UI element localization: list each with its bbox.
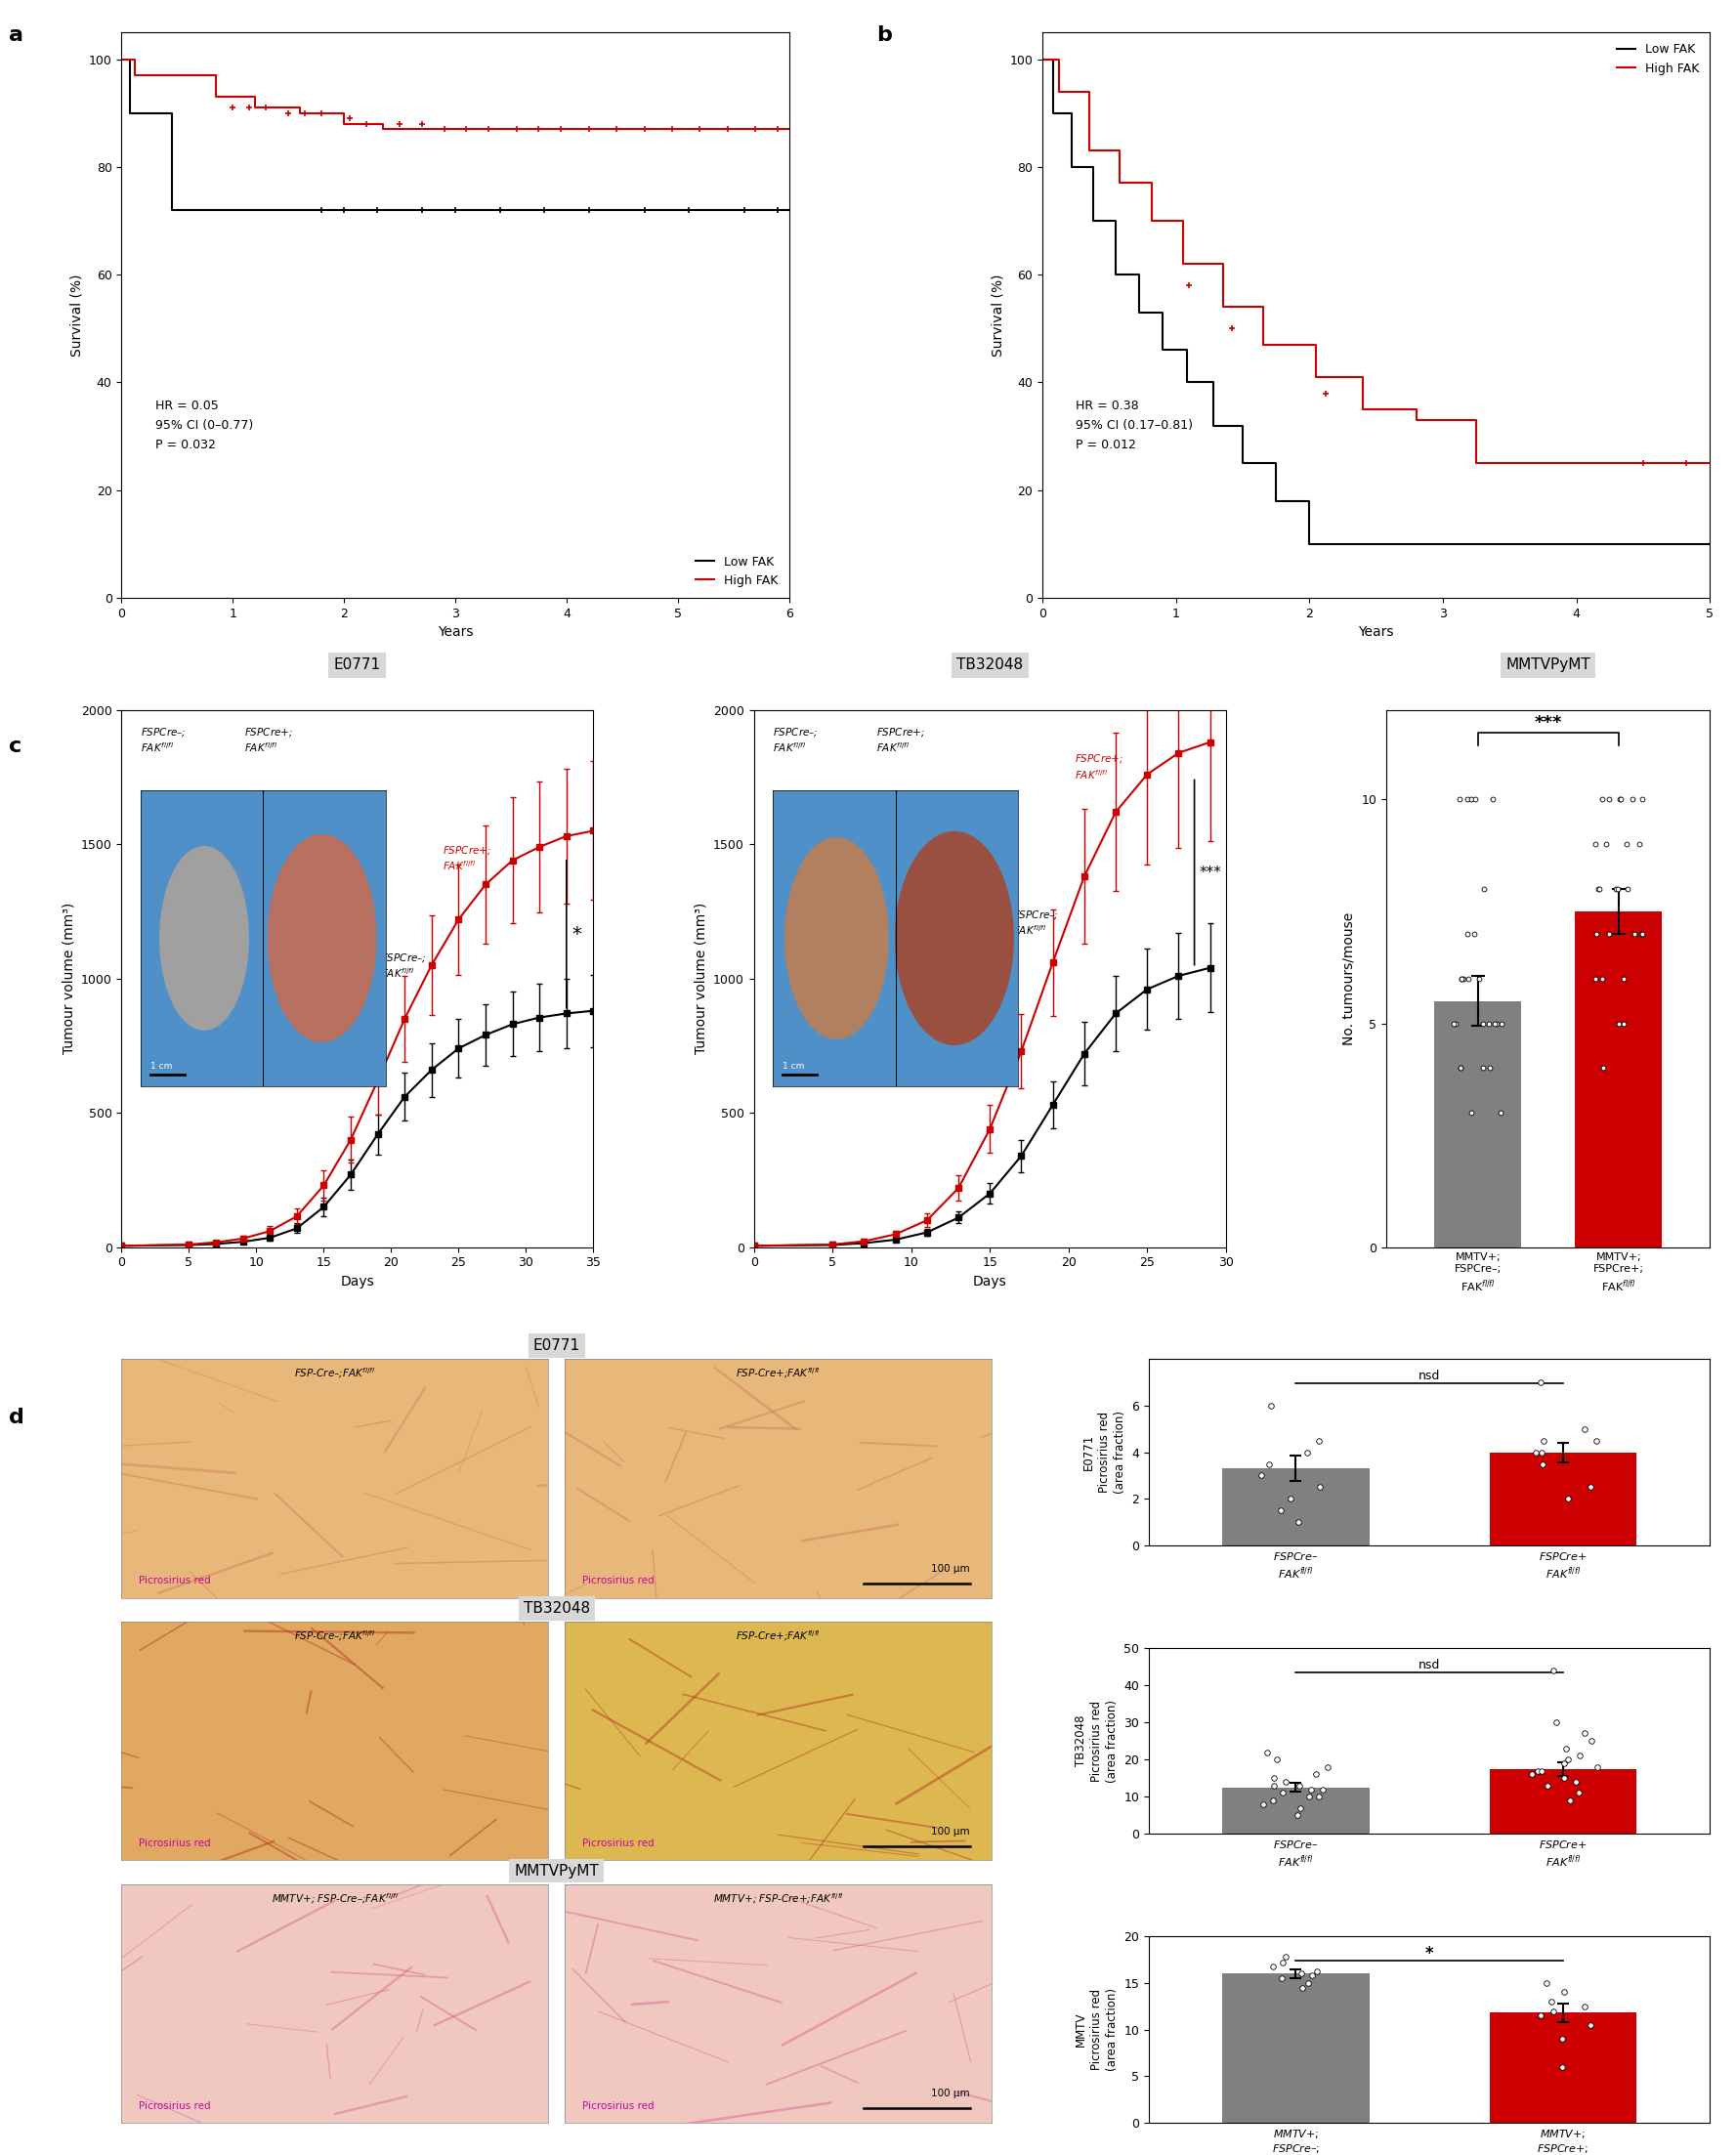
Bar xyxy=(1489,1769,1637,1834)
Y-axis label: E0771
Picrosirius red
(area fraction): E0771 Picrosirius red (area fraction) xyxy=(1082,1412,1127,1493)
Text: nsd: nsd xyxy=(1418,1371,1441,1384)
Text: $FSPCre$+;
$FAK^{fl/fl}$: $FSPCre$+; $FAK^{fl/fl}$ xyxy=(443,845,491,873)
Text: c: c xyxy=(9,737,21,756)
Text: 100 μm: 100 μm xyxy=(930,1827,970,1836)
Text: Picrosirius red: Picrosirius red xyxy=(139,1575,210,1586)
Y-axis label: Tumour volume (mm³): Tumour volume (mm³) xyxy=(694,903,708,1054)
Text: $FSPCre$+;
$FAK^{fl/fl}$: $FSPCre$+; $FAK^{fl/fl}$ xyxy=(877,726,925,754)
Text: $FSPCre$–;
$FAK^{fl/fl}$: $FSPCre$–; $FAK^{fl/fl}$ xyxy=(382,953,427,981)
Text: b: b xyxy=(877,26,892,45)
X-axis label: Years: Years xyxy=(437,625,472,640)
Text: $FSP$-$Cre$+;$FAK^{fl/fl}$: $FSP$-$Cre$+;$FAK^{fl/fl}$ xyxy=(736,1366,821,1381)
Text: 100 μm: 100 μm xyxy=(930,2088,970,2099)
Text: Picrosirius red: Picrosirius red xyxy=(582,1838,654,1849)
Text: MMTVPyMT: MMTVPyMT xyxy=(514,1864,599,1879)
Text: E0771: E0771 xyxy=(333,657,380,672)
Y-axis label: Survival (%): Survival (%) xyxy=(69,274,83,356)
Text: *: * xyxy=(1425,1946,1434,1963)
Text: $FSPCre$–;
$FAK^{fl/fl}$: $FSPCre$–; $FAK^{fl/fl}$ xyxy=(141,726,186,754)
Text: $FSP$-$Cre$–;$FAK^{fl/fl}$: $FSP$-$Cre$–;$FAK^{fl/fl}$ xyxy=(293,1366,375,1381)
Text: $FSPCre$–;
$FAK^{fl/fl}$: $FSPCre$–; $FAK^{fl/fl}$ xyxy=(773,726,818,754)
Text: $MMTV$+; $FSP$-$Cre$+;$FAK^{fl/fl}$: $MMTV$+; $FSP$-$Cre$+;$FAK^{fl/fl}$ xyxy=(713,1892,844,1905)
X-axis label: Years: Years xyxy=(1359,625,1394,640)
Text: Picrosirius red: Picrosirius red xyxy=(139,1838,210,1849)
Text: $FSP$-$Cre$–;$FAK^{fl/fl}$: $FSP$-$Cre$–;$FAK^{fl/fl}$ xyxy=(293,1629,375,1642)
Y-axis label: MMTV
Picrosirius red
(area fraction): MMTV Picrosirius red (area fraction) xyxy=(1075,1989,1118,2071)
Legend: Low FAK, High FAK: Low FAK, High FAK xyxy=(691,550,783,593)
Text: HR = 0.38
95% CI (0.17–0.81)
P = 0.012: HR = 0.38 95% CI (0.17–0.81) P = 0.012 xyxy=(1076,401,1193,453)
Text: ***: *** xyxy=(1535,713,1562,733)
Text: $FSPCre$–;
$FAK^{fl/fl}$: $FSPCre$–; $FAK^{fl/fl}$ xyxy=(1014,909,1059,937)
Text: MMTVPyMT: MMTVPyMT xyxy=(1505,657,1590,672)
Bar xyxy=(1222,1974,1370,2123)
Text: *: * xyxy=(571,924,582,944)
Text: nsd: nsd xyxy=(1418,1659,1441,1672)
Text: $MMTV$+; $FSP$-$Cre$–;$FAK^{fl/fl}$: $MMTV$+; $FSP$-$Cre$–;$FAK^{fl/fl}$ xyxy=(271,1892,398,1905)
Text: Picrosirius red: Picrosirius red xyxy=(139,2101,210,2110)
X-axis label: Days: Days xyxy=(972,1276,1007,1289)
Y-axis label: Survival (%): Survival (%) xyxy=(991,274,1005,356)
Text: $FSPCre$+;
$FAK^{fl/fl}$: $FSPCre$+; $FAK^{fl/fl}$ xyxy=(245,726,293,754)
Text: Picrosirius red: Picrosirius red xyxy=(582,2101,654,2110)
Y-axis label: TB32048
Picrosirius red
(area fraction): TB32048 Picrosirius red (area fraction) xyxy=(1075,1700,1118,1782)
Text: ***: *** xyxy=(1200,864,1222,879)
Text: 100 μm: 100 μm xyxy=(930,1565,970,1573)
Bar xyxy=(1434,1000,1521,1248)
Text: TB32048: TB32048 xyxy=(957,657,1023,672)
Bar xyxy=(1489,1452,1637,1545)
Text: d: d xyxy=(9,1407,24,1427)
Y-axis label: Tumour volume (mm³): Tumour volume (mm³) xyxy=(62,903,75,1054)
Text: $FSPCre$+;
$FAK^{fl/fl}$: $FSPCre$+; $FAK^{fl/fl}$ xyxy=(1075,752,1123,780)
Text: E0771: E0771 xyxy=(533,1338,580,1353)
Bar xyxy=(1222,1786,1370,1834)
Bar xyxy=(1575,912,1661,1248)
Text: $FSP$-$Cre$+;$FAK^{fl/fl}$: $FSP$-$Cre$+;$FAK^{fl/fl}$ xyxy=(736,1629,821,1642)
X-axis label: Days: Days xyxy=(340,1276,375,1289)
Text: Picrosirius red: Picrosirius red xyxy=(582,1575,654,1586)
Y-axis label: No. tumours/mouse: No. tumours/mouse xyxy=(1342,912,1356,1045)
Bar xyxy=(1222,1468,1370,1545)
Text: HR = 0.05
95% CI (0–0.77)
P = 0.032: HR = 0.05 95% CI (0–0.77) P = 0.032 xyxy=(155,401,253,453)
Bar xyxy=(1489,2013,1637,2123)
Legend: Low FAK, High FAK: Low FAK, High FAK xyxy=(1613,39,1703,80)
Text: a: a xyxy=(9,26,23,45)
Text: TB32048: TB32048 xyxy=(523,1601,590,1616)
